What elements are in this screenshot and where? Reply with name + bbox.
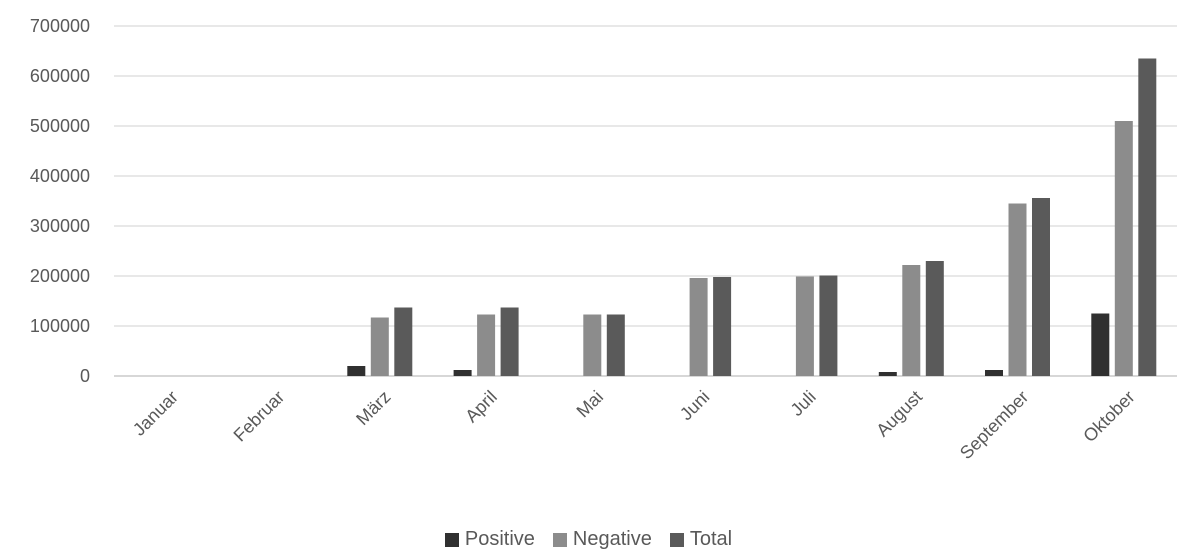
- bar-negative-april: [477, 314, 496, 376]
- bar-positive-märz: [347, 366, 366, 376]
- x-category-label: Januar: [129, 387, 182, 440]
- y-tick-label: 200000: [30, 266, 90, 286]
- bar-chart: 0 100000 200000 300000 400000 500000 600000 700…: [30, 16, 1177, 463]
- x-category-label: August: [872, 387, 926, 441]
- bar-total-mai: [606, 314, 625, 376]
- x-category-label: Oktober: [1079, 387, 1138, 446]
- bar-negative-märz: [370, 317, 389, 376]
- x-category-label: Juli: [787, 387, 820, 420]
- bar-total-oktober: [1138, 58, 1157, 376]
- legend-item-total: Total: [669, 528, 733, 551]
- bar-total-august: [925, 261, 944, 376]
- gridlines: [114, 25, 1177, 377]
- bar-positive-april: [453, 370, 472, 376]
- y-axis-tick-labels: 0 100000 200000 300000 400000 500000 600000 700…: [30, 16, 90, 386]
- bar-negative-september: [1008, 203, 1027, 376]
- y-tick-label: 500000: [30, 116, 90, 136]
- y-tick-label: 0: [80, 366, 90, 386]
- bar-negative-august: [902, 265, 921, 376]
- bar-positive-oktober: [1091, 313, 1110, 376]
- x-category-label: Mai: [573, 387, 608, 422]
- bar-negative-juli: [795, 276, 814, 376]
- x-category-label: September: [956, 387, 1032, 463]
- y-tick-label: 600000: [30, 66, 90, 86]
- bar-total-märz: [394, 307, 413, 376]
- x-category-label: Februar: [230, 387, 289, 446]
- legend-swatch: [669, 532, 684, 547]
- y-tick-label: 300000: [30, 216, 90, 236]
- x-category-label: April: [461, 387, 501, 427]
- x-axis-category-labels: Januar Februar März April Mai Juni Juli August S…: [129, 387, 1139, 463]
- bar-positive-august: [878, 372, 897, 376]
- y-tick-label: 400000: [30, 166, 90, 186]
- legend-label: Positive: [464, 528, 535, 550]
- x-category-label: Juni: [676, 387, 713, 424]
- legend: Positive Negative Total: [0, 528, 1177, 553]
- bar-positive-september: [985, 370, 1003, 376]
- bar-total-juli: [819, 275, 838, 376]
- x-category-label: März: [352, 387, 394, 429]
- legend-swatch: [552, 532, 567, 547]
- bar-total-juni: [713, 277, 732, 376]
- bars: [347, 58, 1157, 376]
- y-tick-label: 700000: [30, 16, 90, 36]
- bar-negative-mai: [583, 314, 602, 376]
- y-tick-label: 100000: [30, 316, 90, 336]
- legend-label: Total: [689, 528, 733, 550]
- bar-negative-oktober: [1114, 121, 1133, 376]
- bar-total-april: [500, 307, 519, 376]
- legend-item-positive: Positive: [444, 528, 535, 551]
- legend-label: Negative: [572, 528, 652, 550]
- bar-negative-juni: [689, 278, 708, 376]
- legend-swatch: [444, 532, 459, 547]
- bar-total-september: [1032, 198, 1050, 376]
- legend-item-negative: Negative: [552, 528, 652, 551]
